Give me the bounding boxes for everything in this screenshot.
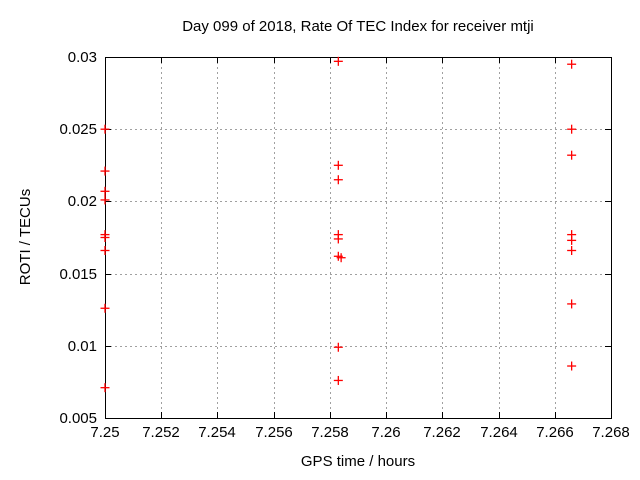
x-tick-label: 7.252 bbox=[142, 424, 180, 441]
y-tick-label: 0.015 bbox=[59, 266, 97, 283]
chart-title: Day 099 of 2018, Rate Of TEC Index for r… bbox=[182, 18, 534, 35]
data-point-marker bbox=[567, 361, 577, 371]
data-point-marker bbox=[567, 124, 577, 134]
x-tick-label: 7.268 bbox=[592, 424, 630, 441]
y-tick-label: 0.03 bbox=[68, 49, 97, 66]
data-point-marker bbox=[333, 56, 343, 66]
axis-layer: 7.25 7.252 7.254 7.256 7.258 7.26 7.262 7.264 7.… bbox=[59, 49, 629, 441]
data-point-marker bbox=[336, 253, 346, 263]
data-point-marker bbox=[100, 124, 110, 134]
data-point-marker bbox=[567, 245, 577, 255]
plot-border bbox=[105, 57, 612, 419]
x-axis-label: GPS time / hours bbox=[301, 453, 415, 470]
data-point-marker bbox=[100, 303, 110, 313]
data-point-marker bbox=[100, 166, 110, 176]
data-points-layer bbox=[100, 56, 577, 393]
data-point-marker bbox=[100, 195, 110, 205]
data-point-marker bbox=[333, 175, 343, 185]
data-point-marker bbox=[100, 233, 110, 242]
data-point-marker bbox=[567, 235, 577, 245]
data-point-marker bbox=[100, 245, 110, 255]
data-point-marker bbox=[333, 342, 343, 352]
y-tick-label: 0.02 bbox=[68, 193, 97, 210]
y-axis-label: ROTI / TECUs bbox=[17, 189, 34, 285]
y-tick-label: 0.025 bbox=[59, 121, 97, 138]
x-tick-label: 7.264 bbox=[480, 424, 518, 441]
x-tick-label: 7.258 bbox=[311, 424, 349, 441]
x-tick-label: 7.25 bbox=[90, 424, 119, 441]
x-tick-label: 7.256 bbox=[255, 424, 293, 441]
data-point-marker bbox=[333, 160, 343, 170]
data-point-marker bbox=[567, 150, 577, 160]
data-point-marker bbox=[567, 299, 577, 309]
data-point-marker bbox=[100, 383, 110, 393]
data-point-marker bbox=[100, 186, 110, 196]
x-tick-label: 7.266 bbox=[536, 424, 574, 441]
y-tick-label: 0.01 bbox=[68, 338, 97, 355]
y-tick-label: 0.005 bbox=[59, 410, 97, 427]
x-tick-label: 7.254 bbox=[198, 424, 236, 441]
x-tick-label: 7.262 bbox=[423, 424, 461, 441]
data-point-marker bbox=[333, 375, 343, 385]
x-tick-label: 7.26 bbox=[371, 424, 400, 441]
data-point-marker bbox=[567, 59, 577, 69]
grid-layer bbox=[105, 57, 611, 418]
data-point-marker bbox=[333, 234, 343, 244]
